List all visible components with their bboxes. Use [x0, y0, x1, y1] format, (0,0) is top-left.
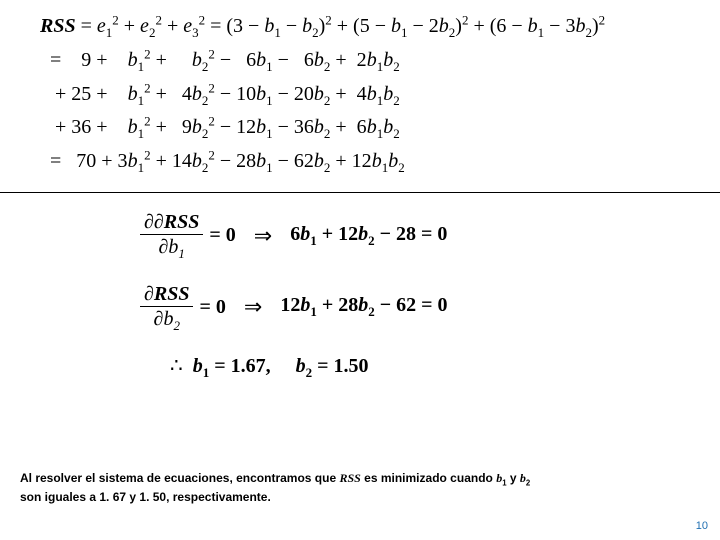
- caption-text: Al resolver el sistema de ecuaciones, en…: [20, 470, 700, 505]
- implies-arrow-1: ⇒: [254, 223, 272, 249]
- implies-arrow-2: ⇒: [244, 294, 262, 320]
- caption-mid2: y: [507, 471, 520, 485]
- partial-rss-b2: ∂RSS ∂b2: [140, 282, 193, 334]
- foc-2-rhs: 12b1 + 28b2 − 62 = 0: [280, 294, 447, 320]
- caption-before: Al resolver el sistema de ecuaciones, en…: [20, 471, 339, 485]
- rss-expansion-block: RSS = e12 + e22 + e32 = (3 − b1 − b2)2 +…: [40, 10, 690, 179]
- eq-zero-2: = 0: [199, 296, 225, 319]
- eq-line-1: RSS = e12 + e22 + e32 = (3 − b1 − b2)2 +…: [40, 10, 690, 44]
- eq-line-4: + 36 + b12 + 9b22 − 12b1 − 36b2 + 6b1b2: [40, 111, 690, 145]
- divider-line: [0, 192, 720, 193]
- caption-mid1: es minimizado cuando: [361, 471, 496, 485]
- foc-1-rhs: 6b1 + 12b2 − 28 = 0: [290, 223, 447, 249]
- eq-line-3: + 25 + b12 + 4b22 − 10b1 − 20b2 + 4b1b2: [40, 78, 690, 112]
- first-order-conditions: ∂∂RSS ∂b1 = 0 ⇒ 6b1 + 12b2 − 28 = 0 ∂RSS…: [140, 210, 660, 381]
- therefore-symbol: ∴: [170, 355, 183, 377]
- caption-rss: RSS: [339, 471, 360, 485]
- partial-rss-b1: ∂∂RSS ∂b1: [140, 210, 203, 262]
- caption-b2-sub: 2: [526, 478, 530, 487]
- page-number: 10: [696, 520, 708, 532]
- eq-zero-1: = 0: [209, 224, 235, 247]
- partial-b1-row: ∂∂RSS ∂b1 = 0 ⇒ 6b1 + 12b2 − 28 = 0: [140, 210, 660, 262]
- caption-after: son iguales a 1. 67 y 1. 50, respectivam…: [20, 490, 271, 504]
- solution-line: ∴ b1 = 1.67, b2 = 1.50: [170, 353, 660, 381]
- eq-line-2: = 9 + b12 + b22 − 6b1 − 6b2 + 2b1b2: [40, 44, 690, 78]
- b2-value: 1.50: [334, 355, 369, 377]
- rss-symbol: ∂RSS: [154, 211, 199, 233]
- eq-line-5: = 70 + 3b12 + 14b22 − 28b1 − 62b2 + 12b1…: [40, 145, 690, 179]
- partial-b2-row: ∂RSS ∂b2 = 0 ⇒ 12b1 + 28b2 − 62 = 0: [140, 282, 660, 334]
- b1-value: 1.67,: [231, 355, 271, 377]
